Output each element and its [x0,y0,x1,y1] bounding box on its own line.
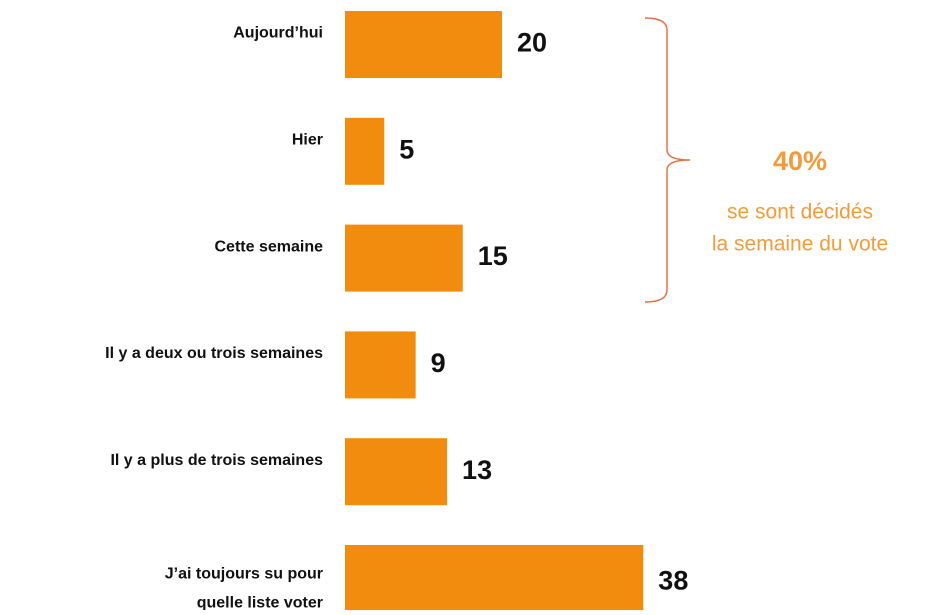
bar [345,331,416,399]
category-label: Il y a plus de trois semaines [110,452,323,469]
category-label: Cette semaine [215,238,324,255]
category-label: Il y a deux ou trois semaines [105,345,323,362]
bar [345,224,463,292]
value-label: 15 [478,241,508,271]
category-label: J’ai toujours su pour [165,566,323,583]
category-label: Hier [292,132,323,149]
value-label: 13 [462,455,492,485]
category-label: Aujourd’hui [233,25,323,42]
bar [345,438,448,506]
bar [345,117,385,185]
bar [345,11,502,78]
category-label: quelle liste voter [197,595,323,610]
annotation-text: la semaine du vote [712,233,888,256]
annotation-value: 40% [773,146,827,176]
value-label: 9 [431,348,446,378]
annotation-text: se sont décidés [727,201,873,224]
value-label: 20 [517,28,547,58]
value-label: 38 [658,566,688,596]
bar [345,545,644,612]
bracket [644,17,691,303]
value-label: 5 [399,134,414,164]
